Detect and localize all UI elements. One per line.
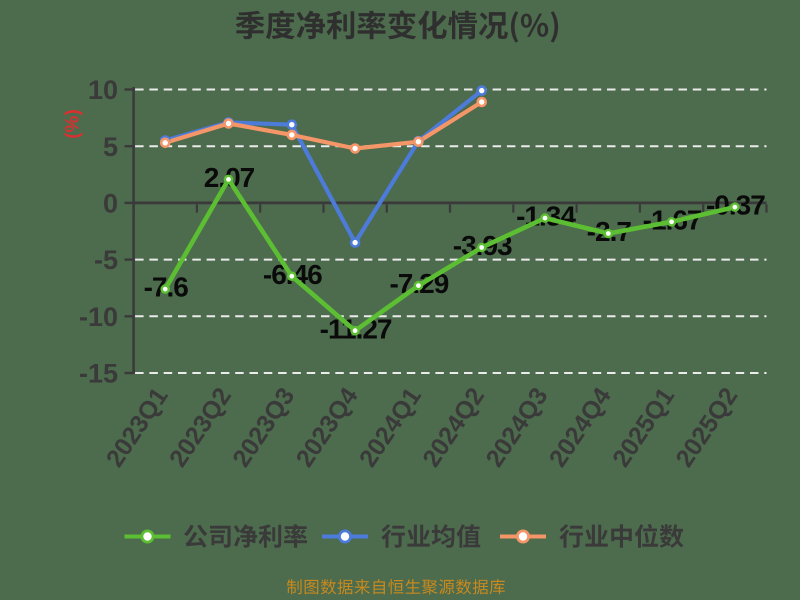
svg-text:5: 5 [103, 132, 118, 162]
svg-text:10: 10 [88, 75, 118, 105]
svg-text:(%): (%) [62, 109, 83, 139]
svg-text:-15: -15 [79, 359, 118, 389]
svg-text:-5: -5 [94, 245, 118, 275]
svg-text:-10: -10 [79, 302, 118, 332]
svg-text:0: 0 [103, 188, 118, 218]
